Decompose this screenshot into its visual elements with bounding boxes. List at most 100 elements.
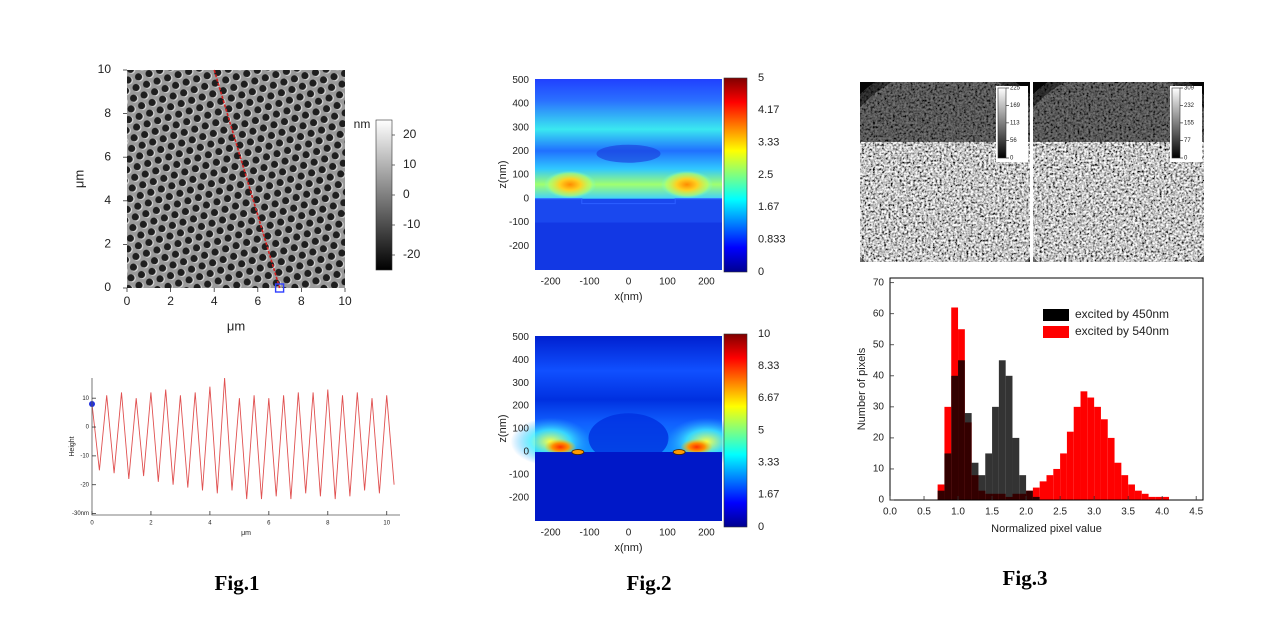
x-tick-label: -100	[580, 277, 600, 288]
colorbar-tick-label: 1.67	[758, 201, 779, 213]
x-tick-label: 4	[208, 521, 212, 527]
colorbar-tick-label: 4.17	[758, 104, 779, 116]
x-tick-label: 0.0	[883, 507, 897, 518]
colorbar-tick-label: 225	[1010, 86, 1021, 92]
histogram-bar	[998, 360, 1006, 500]
colorbar-tick-label: 1.67	[758, 489, 779, 501]
x-tick-label: 8	[326, 521, 330, 527]
colorbar-tick-label: -10	[403, 217, 421, 231]
histogram-bar	[1032, 487, 1040, 500]
y-tick-label: -20	[80, 482, 89, 488]
colorbar-label: nm	[354, 117, 371, 131]
colorbar-tick-label: 5	[758, 72, 764, 84]
profile-line	[91, 377, 395, 500]
histogram-bar	[1046, 475, 1054, 500]
colorbar-tick-label: 155	[1184, 120, 1195, 126]
afm-surface	[127, 70, 345, 288]
histogram-bar	[944, 453, 952, 500]
histogram-bar	[1121, 475, 1129, 500]
histogram-bar	[1087, 397, 1095, 500]
histogram-bar	[1012, 437, 1020, 500]
x-axis-label: Normalized pixel value	[991, 523, 1102, 535]
y-tick-label: 300	[512, 378, 529, 389]
y-tick-label: -100	[509, 217, 529, 228]
field-dark	[596, 144, 661, 163]
colorbar-tick-label: 5	[758, 424, 764, 436]
x-tick-label: 0	[626, 528, 632, 539]
y-tick-label: 10	[82, 396, 89, 402]
histogram-bar	[1066, 431, 1074, 500]
histogram-bar	[1032, 496, 1040, 500]
colorbar-tick-label: 169	[1010, 103, 1021, 109]
y-tick-label: 30	[873, 401, 885, 412]
colorbar-tick-label: 10	[403, 157, 417, 171]
x-tick-label: 200	[698, 528, 715, 539]
histogram-bar	[958, 360, 965, 500]
caption: Fig.2	[627, 571, 672, 595]
colorbar-tick-label: 309	[1184, 86, 1195, 92]
y-axis-label: z(nm)	[497, 414, 509, 442]
colorbar-tick-label: 77	[1184, 138, 1191, 144]
x-tick-label: 2.0	[1019, 507, 1033, 518]
legend-label: excited by 450nm	[1075, 307, 1169, 321]
histogram-bar	[1148, 496, 1156, 500]
x-tick-label: 1.5	[985, 507, 999, 518]
colorbar-tick-label: 113	[1010, 120, 1020, 126]
x-tick-label: 0	[626, 277, 632, 288]
y-axis-label: Height	[69, 436, 76, 456]
x-tick-label: 6	[267, 521, 271, 527]
histogram-bar	[1005, 375, 1013, 500]
histogram-bar	[1039, 481, 1047, 500]
y-tick-label: -100	[509, 470, 529, 481]
y-tick-label: 200	[512, 401, 529, 412]
histogram-bar	[1026, 490, 1033, 500]
histogram-bar	[1141, 493, 1149, 500]
field-lower	[535, 452, 722, 521]
colorbar	[997, 87, 1007, 159]
x-tick-label: -200	[541, 528, 561, 539]
y-tick-label: 0	[878, 495, 884, 506]
y-tick-label: 6	[104, 149, 111, 163]
x-tick-label: 1.0	[951, 507, 965, 518]
histogram-bar	[971, 462, 979, 500]
histogram-bar	[937, 490, 945, 500]
colorbar-tick-label: 20	[403, 127, 417, 141]
colorbar-tick-label: 0	[758, 521, 764, 533]
x-tick-label: 6	[254, 294, 261, 308]
hot-edge	[672, 449, 686, 455]
x-tick-label: 100	[659, 528, 676, 539]
x-tick-label: 4	[211, 294, 218, 308]
histogram-bar	[1162, 496, 1169, 500]
x-tick-label: 10	[383, 521, 390, 527]
y-tick-label: 400	[512, 99, 529, 110]
colorbar-tick-label: -20	[403, 247, 421, 261]
y-axis-label: z(nm)	[497, 160, 509, 188]
y-tick-label: 100	[512, 170, 529, 181]
x-tick-label: 0	[124, 294, 131, 308]
y-tick-label: 10	[98, 62, 112, 76]
colorbar-tick-label: 0	[1010, 156, 1014, 162]
structure-outline	[535, 198, 722, 205]
hot-edge	[571, 449, 585, 455]
y-tick-label: -200	[509, 493, 529, 504]
x-tick-label: -200	[541, 277, 561, 288]
x-tick-label: 2	[167, 294, 174, 308]
histogram-bar	[1053, 468, 1061, 500]
y-tick-label: 8	[104, 106, 111, 120]
x-tick-label: 8	[298, 294, 305, 308]
colorbar-tick-label: 6.67	[758, 392, 779, 404]
y-tick-label: 0	[523, 193, 529, 204]
y-tick-label: 400	[512, 355, 529, 366]
x-tick-label: 2.5	[1053, 507, 1067, 518]
histogram-bar	[1073, 406, 1081, 500]
colorbar-tick-label: 3.33	[758, 137, 779, 149]
y-tick-label: 50	[873, 339, 885, 350]
colorbar-tick-label: 3.33	[758, 457, 779, 469]
histogram-bar	[985, 453, 993, 500]
colorbar-tick-label: 10	[758, 328, 770, 340]
caption: Fig.3	[1003, 566, 1048, 590]
histogram-bar	[1019, 475, 1027, 500]
histogram-bar	[1155, 496, 1163, 500]
y-tick-label: 10	[873, 464, 885, 475]
